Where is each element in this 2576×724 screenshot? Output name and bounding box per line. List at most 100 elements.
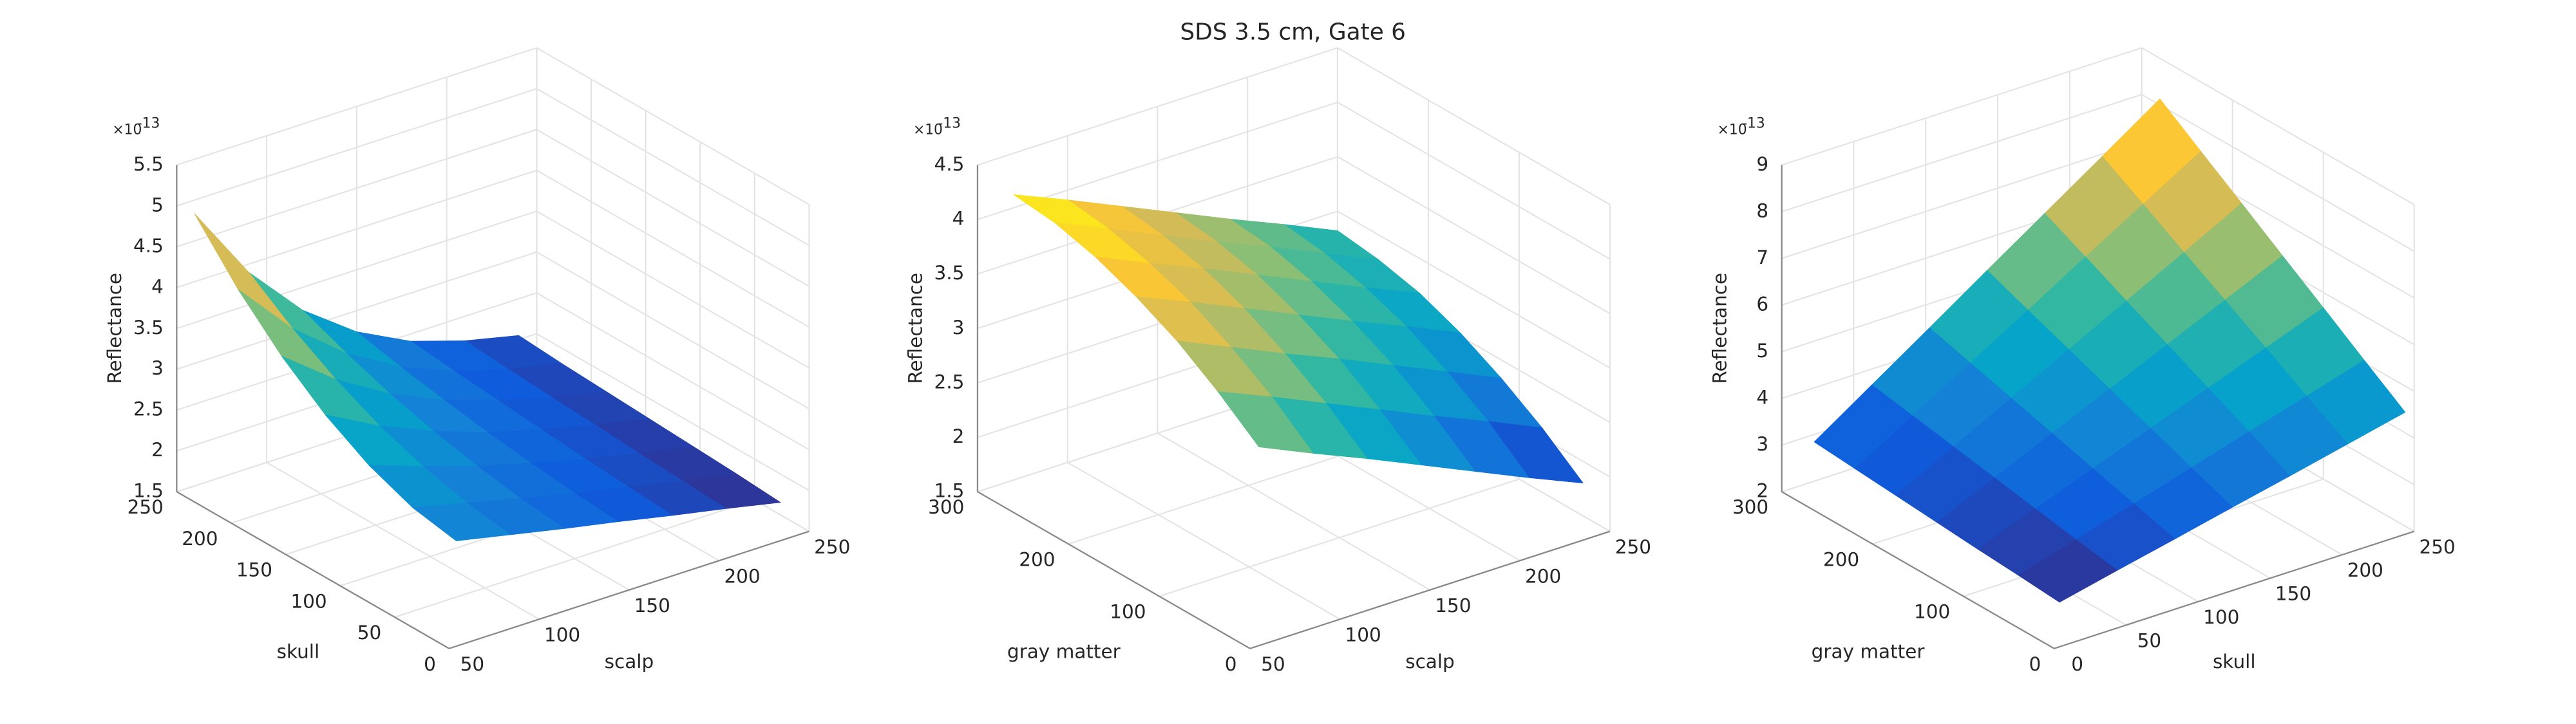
x-tick-label: 50 bbox=[2137, 629, 2162, 651]
z-axis-label: Reflectance bbox=[104, 273, 126, 384]
z-tick-label: 8 bbox=[1756, 200, 1768, 221]
x-tick-label: 150 bbox=[1435, 595, 1471, 617]
y-tick-label: 100 bbox=[1110, 601, 1146, 623]
y-axis-label: gray matter bbox=[1007, 641, 1121, 663]
z-tick-label: 2 bbox=[151, 439, 164, 461]
x-tick-label: 200 bbox=[2347, 559, 2383, 581]
surface-patch bbox=[412, 503, 511, 541]
grid-line bbox=[1337, 47, 1611, 205]
y-axis-label: skull bbox=[277, 641, 320, 663]
y-tick-label: 100 bbox=[1914, 601, 1950, 623]
grid-line bbox=[266, 461, 540, 620]
z-tick-label: 4 bbox=[1756, 387, 1768, 409]
z-axis-label: Reflectance bbox=[1709, 273, 1730, 384]
x-tick-label: 250 bbox=[2419, 536, 2455, 558]
z-tick-label: 2 bbox=[1756, 480, 1768, 502]
z-tick-label: 5.5 bbox=[133, 153, 164, 175]
surface-patch bbox=[1217, 391, 1314, 454]
grid-line bbox=[977, 47, 1338, 166]
z-axis-label: Reflectance bbox=[905, 273, 927, 384]
grid-line bbox=[176, 251, 537, 370]
y-tick-label: 0 bbox=[424, 653, 436, 675]
z-tick-label: 5 bbox=[151, 194, 164, 216]
y-tick-label: 200 bbox=[182, 528, 218, 550]
grid-line bbox=[394, 499, 755, 618]
grid-line bbox=[1157, 432, 1431, 591]
grid-line bbox=[1067, 461, 1341, 620]
x-tick-label: 100 bbox=[1345, 624, 1381, 645]
surface-plot: 501001502002500501001502002501.522.533.5… bbox=[104, 47, 850, 675]
grid-line bbox=[536, 88, 810, 246]
x-axis-label: scalp bbox=[605, 651, 654, 673]
y-tick-label: 150 bbox=[236, 559, 272, 581]
x-axis-label: skull bbox=[2213, 651, 2256, 673]
z-tick-label: 1.5 bbox=[934, 480, 965, 502]
x-axis-line bbox=[1249, 530, 1611, 649]
grid-line bbox=[536, 129, 810, 287]
z-tick-label: 4.5 bbox=[133, 235, 164, 257]
y-tick-label: 300 bbox=[928, 496, 964, 518]
y-tick-label: 0 bbox=[1225, 653, 1237, 675]
z-tick-label: 1.5 bbox=[133, 480, 164, 502]
z-tick-label: 4 bbox=[151, 275, 164, 297]
x-tick-label: 50 bbox=[1261, 653, 1285, 675]
x-tick-label: 250 bbox=[814, 536, 850, 558]
y-axis-line bbox=[977, 491, 1251, 649]
z-scale-exponent: -13 bbox=[137, 115, 160, 131]
grid-line bbox=[1337, 156, 1611, 315]
x-tick-label: 100 bbox=[2203, 606, 2239, 628]
z-scale-base: ×10 bbox=[1718, 122, 1747, 138]
grid-line bbox=[536, 47, 810, 205]
z-tick-label: 2 bbox=[952, 425, 965, 447]
grid-line bbox=[176, 47, 537, 166]
grid-line bbox=[536, 210, 810, 369]
grid-line bbox=[1159, 478, 1520, 597]
z-scale-exponent: -13 bbox=[1742, 115, 1765, 131]
x-axis-label: scalp bbox=[1405, 651, 1455, 673]
y-tick-label: 200 bbox=[1019, 548, 1055, 570]
x-tick-label: 150 bbox=[634, 595, 670, 617]
grid-line bbox=[1337, 210, 1611, 369]
figure-title: SDS 3.5 cm, Gate 6 bbox=[1180, 19, 1406, 45]
z-tick-label: 3.5 bbox=[133, 317, 164, 339]
grid-line bbox=[1781, 47, 2142, 166]
y-axis-label: gray matter bbox=[1812, 641, 1926, 663]
z-scale-base: ×10 bbox=[112, 122, 142, 138]
z-tick-label: 2.5 bbox=[133, 398, 164, 420]
z-tick-label: 4 bbox=[952, 208, 965, 230]
x-tick-label: 250 bbox=[1615, 536, 1651, 558]
grid-line bbox=[1337, 102, 1611, 260]
z-tick-label: 6 bbox=[1756, 293, 1768, 315]
y-tick-label: 200 bbox=[1823, 548, 1859, 570]
surface-patch bbox=[194, 213, 293, 329]
x-tick-label: 50 bbox=[460, 653, 485, 675]
z-tick-label: 9 bbox=[1756, 153, 1768, 175]
grid-line bbox=[536, 292, 810, 450]
surface-patch bbox=[2018, 539, 2117, 603]
y-axis-line bbox=[1781, 491, 2055, 649]
x-tick-label: 200 bbox=[724, 565, 760, 587]
z-tick-label: 3 bbox=[952, 317, 965, 339]
x-tick-label: 0 bbox=[2071, 653, 2083, 675]
grid-line bbox=[2141, 93, 2415, 252]
grid-line bbox=[176, 88, 537, 207]
z-scale-exponent: -13 bbox=[938, 115, 961, 131]
x-tick-label: 150 bbox=[2275, 583, 2311, 605]
z-scale-base: ×10 bbox=[913, 122, 943, 138]
grid-line bbox=[176, 129, 537, 248]
grid-line bbox=[176, 210, 537, 330]
y-tick-label: 100 bbox=[290, 590, 327, 612]
grid-line bbox=[536, 251, 810, 410]
x-axis-line bbox=[2054, 530, 2415, 649]
y-tick-label: 0 bbox=[2029, 653, 2041, 675]
z-tick-label: 3 bbox=[151, 357, 164, 379]
x-tick-label: 200 bbox=[1525, 565, 1561, 587]
y-tick-label: 250 bbox=[128, 496, 164, 518]
grid-line bbox=[536, 169, 810, 328]
z-tick-label: 2.5 bbox=[934, 371, 965, 393]
grid-line bbox=[1781, 140, 2142, 259]
